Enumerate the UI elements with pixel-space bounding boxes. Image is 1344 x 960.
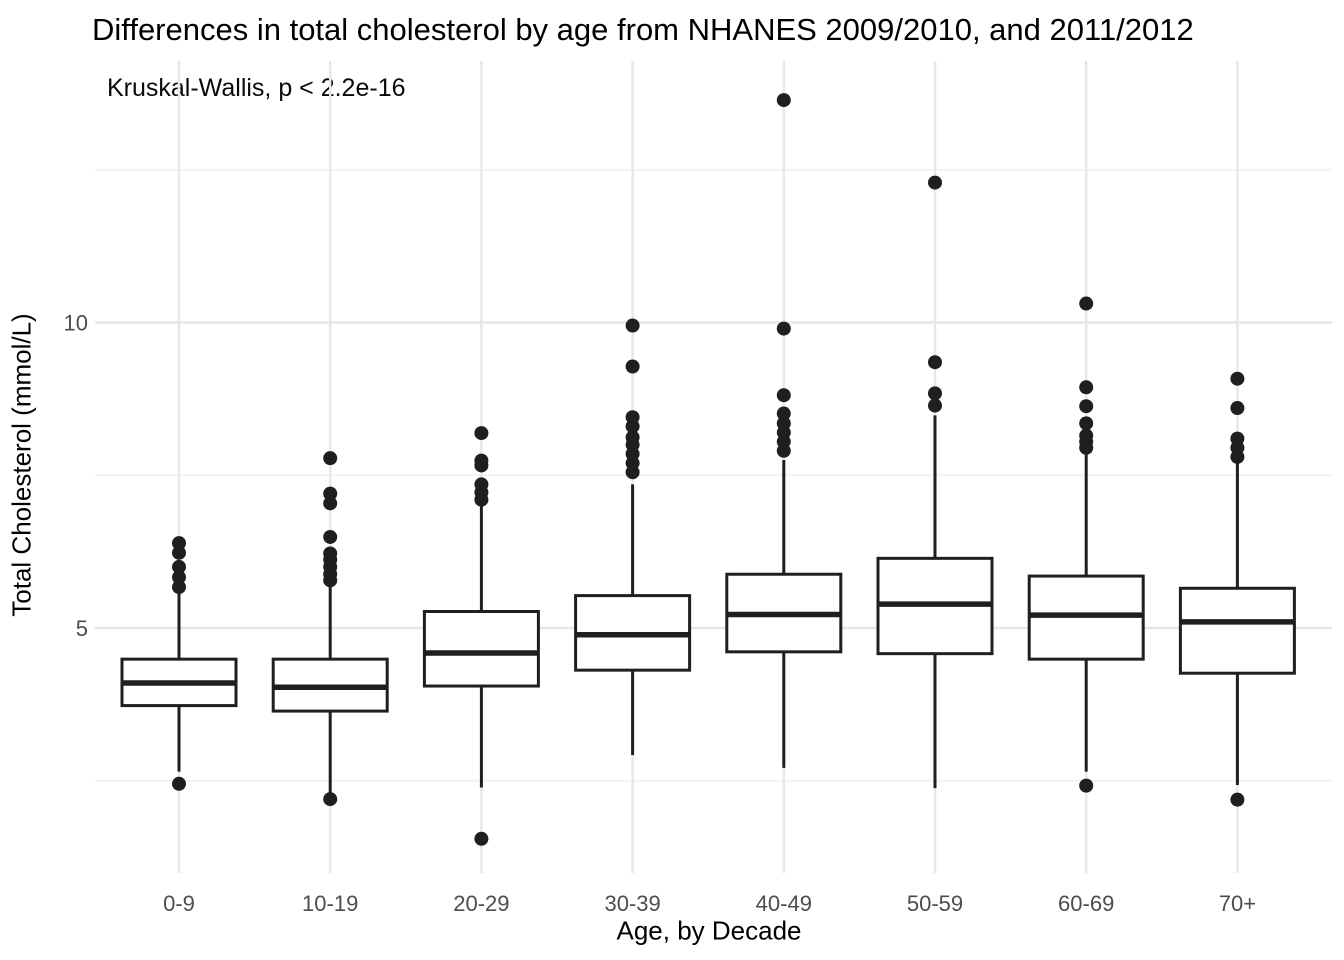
y-tick-label: 10 [64, 311, 88, 336]
outlier-point [1079, 778, 1094, 793]
boxplot-30-39 [574, 318, 692, 756]
outlier-point [323, 792, 338, 807]
outlier-point [323, 451, 338, 466]
outlier-point [1079, 380, 1094, 395]
iqr-box [422, 609, 540, 688]
outlier-point [776, 406, 791, 421]
outlier-point [625, 318, 640, 333]
outlier-point [1230, 792, 1245, 807]
boxplot-50-59 [876, 175, 994, 789]
outlier-point [172, 536, 186, 551]
x-tick-label: 50-59 [907, 891, 963, 916]
outlier-point [776, 93, 791, 108]
outlier-point [928, 355, 942, 370]
outlier-point [474, 426, 489, 441]
boxplot-20-29 [422, 426, 540, 846]
outlier-point [323, 529, 338, 544]
outlier-point [474, 477, 489, 492]
outlier-point [172, 580, 186, 595]
outlier-point [172, 559, 186, 574]
x-tick-label: 30-39 [604, 891, 660, 916]
x-axis-title: Age, by Decade [616, 915, 802, 946]
outlier-point [928, 175, 942, 190]
boxplot-10-19 [271, 451, 389, 807]
outlier-point [172, 570, 186, 585]
outlier-point [323, 486, 338, 501]
outlier-point [172, 776, 186, 791]
outlier-point [625, 430, 640, 445]
outlier-point [1230, 431, 1245, 446]
boxplot-40-49 [725, 93, 843, 768]
x-tick-label: 40-49 [756, 891, 812, 916]
boxplot-60-69 [1027, 296, 1145, 793]
outlier-point [928, 386, 942, 401]
outlier-point [1079, 416, 1094, 431]
outlier-point [172, 545, 186, 560]
kruskal-wallis-annotation: Kruskal-Wallis, p < 2.2e-16 [107, 74, 406, 102]
outlier-point [776, 321, 791, 336]
iqr-box [1178, 586, 1296, 675]
chart-title: Differences in total cholesterol by age … [92, 12, 1194, 47]
outlier-point [1230, 401, 1245, 416]
outlier-point [1079, 399, 1094, 414]
x-tick-label: 60-69 [1058, 891, 1114, 916]
x-tick-label: 0-9 [163, 891, 195, 916]
x-tick-label: 10-19 [302, 891, 358, 916]
x-tick-label: 70+ [1219, 891, 1256, 916]
outlier-point [776, 416, 791, 431]
outlier-point [474, 453, 489, 468]
outlier-point [776, 388, 791, 403]
y-tick-label: 5 [76, 616, 88, 641]
x-tick-label: 20-29 [453, 891, 509, 916]
outlier-point [625, 410, 640, 425]
outlier-point [323, 546, 338, 561]
outlier-point [928, 398, 942, 413]
outlier-point [1079, 428, 1094, 443]
outlier-point [474, 831, 489, 846]
outlier-point [1079, 296, 1094, 311]
outlier-point [323, 496, 338, 511]
boxplot-70plus [1178, 371, 1296, 807]
outlier-point [625, 359, 640, 374]
boxplot-0-9 [120, 536, 238, 791]
outlier-point [1230, 371, 1245, 386]
